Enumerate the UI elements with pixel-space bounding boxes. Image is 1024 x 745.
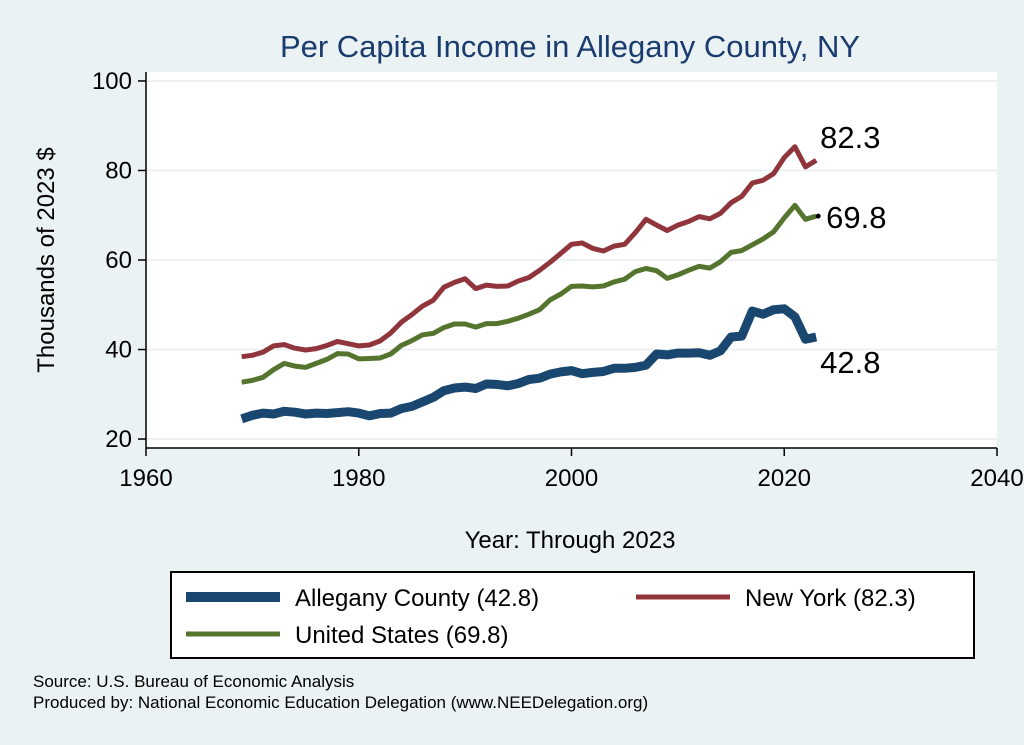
end-label-new-york: 82.3: [820, 120, 880, 155]
source-note: Source: U.S. Bureau of Economic Analysis: [33, 672, 354, 691]
series-line-united-states: [241, 202, 817, 385]
legend-label-united-states: United States (69.8): [295, 622, 508, 649]
legend: Allegany County (42.8) New York (82.3) Uni…: [170, 571, 975, 659]
end-labels: 42.8 82.3 69.8: [815, 120, 887, 380]
y-tick-label: 60: [105, 247, 132, 274]
y-tick-label: 80: [105, 157, 132, 184]
legend-label-new-york: New York (82.3): [745, 585, 916, 612]
producer-note: Produced by: National Economic Education…: [33, 693, 648, 712]
end-marker-united-states: [815, 213, 821, 219]
x-tick-label: 1980: [332, 465, 385, 492]
series-line-new-york: [241, 144, 818, 360]
chart-title: Per Capita Income in Allegany County, NY: [280, 29, 860, 64]
y-tick-label: 40: [105, 337, 132, 364]
end-label-allegany-county: 42.8: [820, 345, 880, 380]
x-tick-label: 1960: [119, 465, 172, 492]
x-axis-ticks: 1960 1980 2000 2020 2040: [119, 448, 1024, 492]
y-axis-label: Thousands of 2023 $: [33, 147, 60, 373]
y-tick-label: 20: [105, 426, 132, 453]
y-tick-label: 100: [92, 68, 132, 95]
series-line-allegany-county: [240, 304, 818, 424]
x-tick-label: 2000: [545, 465, 598, 492]
gridlines: [146, 80, 997, 440]
x-tick-label: 2040: [970, 465, 1023, 492]
x-tick-label: 2020: [758, 465, 811, 492]
x-axis-label: Year: Through 2023: [465, 527, 676, 554]
series-lines: [240, 144, 818, 424]
end-label-united-states: 69.8: [826, 200, 886, 235]
legend-label-allegany-county: Allegany County (42.8): [295, 585, 539, 612]
legend-box: [170, 571, 975, 659]
y-axis-ticks: 20 40 60 80 100: [92, 68, 146, 453]
